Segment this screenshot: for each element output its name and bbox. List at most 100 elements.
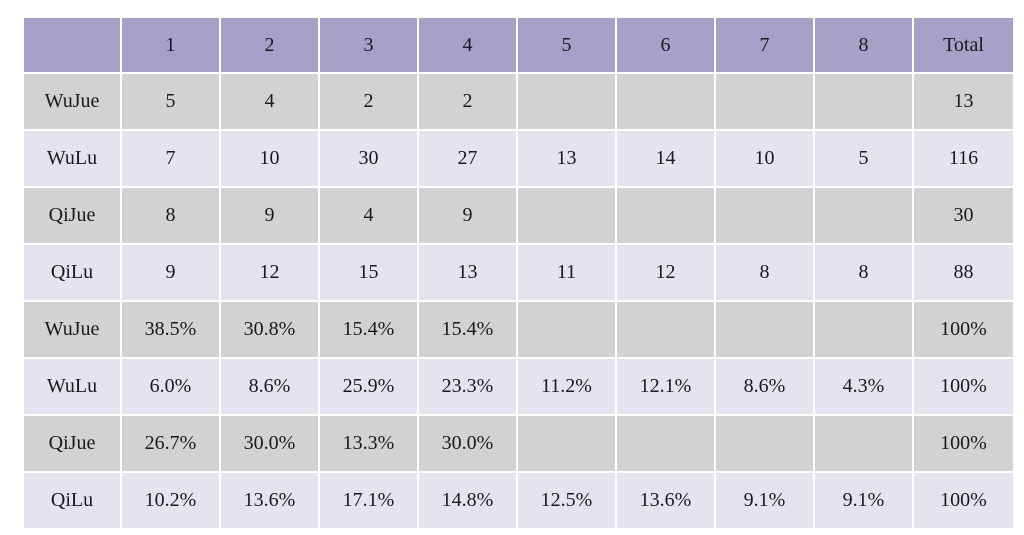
column-header-7: 7 [714, 16, 815, 74]
table-cell [516, 414, 617, 473]
table-cell: 9.1% [813, 471, 914, 530]
table-cell [615, 72, 716, 131]
table-cell: 13 [516, 129, 617, 188]
table-cell: 15.4% [417, 300, 518, 359]
table-cell [516, 186, 617, 245]
table-cell: 13.6% [219, 471, 320, 530]
table-cell: 9 [417, 186, 518, 245]
total-cell: 88 [912, 243, 1015, 302]
table-cell: 7 [120, 129, 221, 188]
column-header-total: Total [912, 16, 1015, 74]
table-cell: 9 [219, 186, 320, 245]
table-cell: 8.6% [219, 357, 320, 416]
table-cell: 30.0% [219, 414, 320, 473]
row-label: WuLu [22, 129, 122, 188]
table-row: QiJue 26.7% 30.0% 13.3% 30.0% 100% [22, 414, 1015, 473]
data-table: 1 2 3 4 5 6 7 8 Total WuJue 5 4 2 2 13 WuLu 7 10 30 27 13 14… [22, 16, 1015, 530]
table-cell: 25.9% [318, 357, 419, 416]
table-row: QiLu 9 12 15 13 11 12 8 8 88 [22, 243, 1015, 302]
table-row: QiJue 8 9 4 9 30 [22, 186, 1015, 245]
table-cell: 2 [417, 72, 518, 131]
total-cell: 100% [912, 357, 1015, 416]
table-cell: 17.1% [318, 471, 419, 530]
row-label: WuJue [22, 300, 122, 359]
table-cell: 30 [318, 129, 419, 188]
table-cell: 12.5% [516, 471, 617, 530]
table-cell: 30.0% [417, 414, 518, 473]
table-cell: 23.3% [417, 357, 518, 416]
table-cell [813, 72, 914, 131]
table-row: WuLu 7 10 30 27 13 14 10 5 116 [22, 129, 1015, 188]
table-cell: 6.0% [120, 357, 221, 416]
header-corner-cell [22, 16, 122, 74]
table-cell: 8 [813, 243, 914, 302]
row-label: QiLu [22, 243, 122, 302]
table-cell: 9.1% [714, 471, 815, 530]
column-header-8: 8 [813, 16, 914, 74]
column-header-6: 6 [615, 16, 716, 74]
total-cell: 100% [912, 300, 1015, 359]
table-cell: 10.2% [120, 471, 221, 530]
row-label: QiJue [22, 186, 122, 245]
table-cell: 11.2% [516, 357, 617, 416]
table-cell: 2 [318, 72, 419, 131]
table-cell [813, 300, 914, 359]
table-cell: 8 [120, 186, 221, 245]
table-cell: 5 [120, 72, 221, 131]
table-cell: 38.5% [120, 300, 221, 359]
total-cell: 100% [912, 471, 1015, 530]
table-cell [714, 300, 815, 359]
table-cell: 12.1% [615, 357, 716, 416]
table-cell [615, 186, 716, 245]
table-cell: 14.8% [417, 471, 518, 530]
table-cell: 26.7% [120, 414, 221, 473]
table-row: QiLu 10.2% 13.6% 17.1% 14.8% 12.5% 13.6% 9.1% 9.… [22, 471, 1015, 530]
total-cell: 13 [912, 72, 1015, 131]
table-cell: 11 [516, 243, 617, 302]
total-cell: 30 [912, 186, 1015, 245]
row-label: WuJue [22, 72, 122, 131]
table-cell: 13.3% [318, 414, 419, 473]
table-cell: 4 [219, 72, 320, 131]
table-cell: 8.6% [714, 357, 815, 416]
table-cell: 12 [615, 243, 716, 302]
table-cell: 13 [417, 243, 518, 302]
header-row: 1 2 3 4 5 6 7 8 Total [22, 16, 1015, 74]
table-cell [714, 186, 815, 245]
total-cell: 116 [912, 129, 1015, 188]
table-body: WuJue 5 4 2 2 13 WuLu 7 10 30 27 13 14 10 5 116 QiJue 8 9 4… [22, 72, 1015, 530]
table-cell [516, 300, 617, 359]
table-cell: 12 [219, 243, 320, 302]
table-cell [714, 72, 815, 131]
table-cell [516, 72, 617, 131]
column-header-5: 5 [516, 16, 617, 74]
table-cell: 5 [813, 129, 914, 188]
column-header-2: 2 [219, 16, 320, 74]
table-row: WuJue 38.5% 30.8% 15.4% 15.4% 100% [22, 300, 1015, 359]
table-header: 1 2 3 4 5 6 7 8 Total [22, 16, 1015, 74]
total-cell: 100% [912, 414, 1015, 473]
table-cell: 15 [318, 243, 419, 302]
column-header-4: 4 [417, 16, 518, 74]
table-cell [615, 414, 716, 473]
row-label: QiJue [22, 414, 122, 473]
column-header-3: 3 [318, 16, 419, 74]
table-cell: 30.8% [219, 300, 320, 359]
table-cell [813, 186, 914, 245]
table-cell: 9 [120, 243, 221, 302]
table-cell: 8 [714, 243, 815, 302]
table-row: WuLu 6.0% 8.6% 25.9% 23.3% 11.2% 12.1% 8.6% 4.3%… [22, 357, 1015, 416]
table-cell [615, 300, 716, 359]
row-label: WuLu [22, 357, 122, 416]
table-cell [714, 414, 815, 473]
table-cell: 4.3% [813, 357, 914, 416]
table-row: WuJue 5 4 2 2 13 [22, 72, 1015, 131]
table-cell: 14 [615, 129, 716, 188]
table-cell: 15.4% [318, 300, 419, 359]
row-label: QiLu [22, 471, 122, 530]
table-cell: 10 [219, 129, 320, 188]
table-cell: 10 [714, 129, 815, 188]
table-cell [813, 414, 914, 473]
table-cell: 27 [417, 129, 518, 188]
column-header-1: 1 [120, 16, 221, 74]
